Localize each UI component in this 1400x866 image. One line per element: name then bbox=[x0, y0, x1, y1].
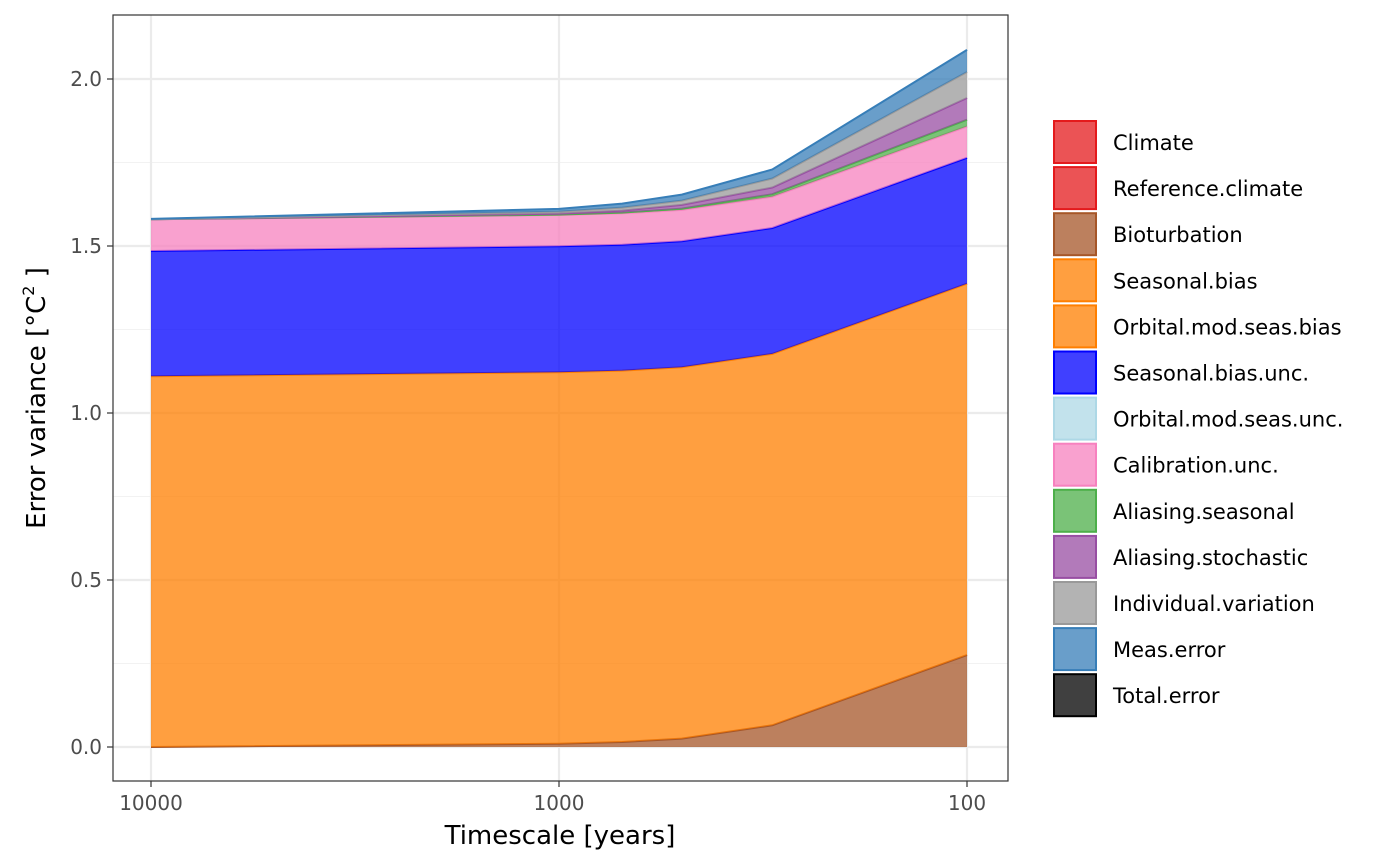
legend-item: Seasonal.bias bbox=[1053, 258, 1258, 303]
series-meas-error-area bbox=[150, 49, 968, 220]
legend-key bbox=[1053, 304, 1097, 349]
y-tick-label: 2.0 bbox=[70, 67, 102, 91]
legend-label: Calibration.unc. bbox=[1113, 454, 1279, 478]
y-axis-title-superscript: 2 bbox=[19, 286, 38, 296]
legend-item: Orbital.mod.seas.unc. bbox=[1053, 396, 1343, 441]
legend-item: Orbital.mod.seas.bias bbox=[1053, 304, 1342, 349]
x-tick-label: 1000 bbox=[534, 791, 585, 815]
area-fill bbox=[151, 72, 967, 220]
legend-label: Climate bbox=[1113, 131, 1194, 155]
legend-label: Orbital.mod.seas.unc. bbox=[1113, 408, 1343, 432]
legend-label: Aliasing.seasonal bbox=[1113, 500, 1295, 524]
legend-key bbox=[1053, 212, 1097, 257]
area-fill bbox=[151, 49, 967, 220]
x-tick-label: 100 bbox=[948, 791, 986, 815]
y-axis-title: Error variance [°C2 ] bbox=[19, 267, 52, 529]
legend-label: Individual.variation bbox=[1113, 592, 1315, 616]
legend-label: Bioturbation bbox=[1113, 223, 1243, 247]
legend-item: Individual.variation bbox=[1053, 581, 1315, 625]
legend-key bbox=[1053, 673, 1097, 718]
legend-item: Climate bbox=[1053, 120, 1194, 164]
x-axis-title: Timescale [years] bbox=[444, 821, 676, 851]
y-tick-label: 0.0 bbox=[70, 735, 102, 759]
axis-ticks: 0.0 0.5 1.0 1.5 2.0 10000 1000 100 bbox=[70, 67, 986, 815]
panel-border bbox=[112, 14, 1009, 782]
legend-label: Meas.error bbox=[1113, 638, 1226, 662]
legend-item: Bioturbation bbox=[1053, 212, 1243, 257]
y-axis-title-suffix: ] bbox=[22, 267, 52, 285]
legend-item: Total.error bbox=[1053, 673, 1220, 718]
y-tick-label: 1.0 bbox=[70, 401, 102, 425]
legend-key bbox=[1053, 258, 1097, 303]
y-tick-label: 1.5 bbox=[70, 234, 102, 258]
legend-item: Seasonal.bias.unc. bbox=[1053, 350, 1309, 395]
legend-key bbox=[1053, 166, 1097, 211]
legend-label: Aliasing.stochastic bbox=[1113, 546, 1308, 570]
legend-item: Meas.error bbox=[1053, 627, 1226, 672]
area-fill bbox=[151, 655, 967, 747]
legend-key bbox=[1053, 488, 1097, 533]
legend-key bbox=[1053, 120, 1097, 164]
y-axis-title-main: Error variance [°C bbox=[22, 296, 52, 529]
area-fill bbox=[151, 126, 967, 251]
y-tick-label: 0.5 bbox=[70, 568, 102, 592]
legend-key bbox=[1053, 442, 1097, 487]
legend-key bbox=[1053, 627, 1097, 672]
legend-key bbox=[1053, 396, 1097, 441]
area-fill bbox=[151, 283, 967, 747]
legend-item: Reference.climate bbox=[1053, 166, 1303, 211]
legend-item: Aliasing.seasonal bbox=[1053, 488, 1295, 533]
legend-key bbox=[1053, 350, 1097, 395]
legend-item: Aliasing.stochastic bbox=[1053, 534, 1308, 579]
legend: Climate Reference.climate Bioturbation Seas… bbox=[1053, 120, 1343, 718]
legend-key bbox=[1053, 534, 1097, 579]
legend-label: Total.error bbox=[1112, 684, 1220, 708]
area-fill bbox=[151, 157, 967, 377]
legend-label: Reference.climate bbox=[1113, 177, 1303, 201]
stacked-areas bbox=[150, 49, 968, 748]
legend-label: Orbital.mod.seas.bias bbox=[1113, 315, 1342, 339]
legend-key bbox=[1053, 581, 1097, 625]
legend-label: Seasonal.bias.unc. bbox=[1113, 362, 1309, 386]
legend-item: Calibration.unc. bbox=[1053, 442, 1279, 487]
legend-label: Seasonal.bias bbox=[1113, 269, 1258, 293]
x-tick-label: 10000 bbox=[119, 791, 183, 815]
area-outline bbox=[150, 49, 968, 220]
